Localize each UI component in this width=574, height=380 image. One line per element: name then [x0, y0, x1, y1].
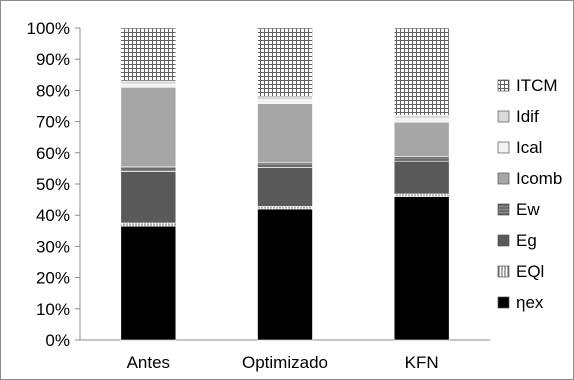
- y-tick-label: 20%: [36, 269, 70, 288]
- y-tick-label: 100%: [27, 19, 70, 38]
- bar-segment-ηex: [393, 196, 450, 341]
- y-tick-label: 50%: [36, 175, 70, 194]
- legend-label: Eg: [516, 231, 537, 250]
- bar-segment-Eg: [257, 167, 313, 207]
- bar-segment-ITCM: [120, 27, 177, 82]
- bar-segment-ηex: [120, 225, 177, 341]
- y-tick-label: 0%: [45, 331, 70, 350]
- y-tick-label: 90%: [36, 50, 70, 69]
- bar-segment-Ew: [120, 166, 177, 172]
- legend-swatch: [497, 110, 510, 123]
- x-category-label: Antes: [127, 353, 170, 372]
- bar-segment-Ical: [257, 99, 313, 104]
- bar-segment-Icomb: [120, 86, 177, 168]
- bar-segment-Idif: [120, 80, 177, 85]
- y-tick-label: 10%: [36, 300, 70, 319]
- chart-legend: ITCM Idif Ical Icomb Ew Eg EQl ηex: [497, 76, 562, 312]
- bar-segment-Ew: [257, 162, 313, 168]
- y-tick-label: 80%: [36, 81, 70, 100]
- bar-segment-Ical: [393, 118, 450, 123]
- bar-segment-ITCM: [257, 27, 313, 97]
- bar-stacks: [120, 27, 450, 341]
- legend-swatch: [497, 296, 510, 309]
- y-tick-label: 30%: [36, 237, 70, 256]
- x-category-label: Optimizado: [242, 353, 328, 372]
- legend-label: Ew: [516, 200, 540, 219]
- x-category-label: KFN: [405, 353, 439, 372]
- bar-segment-ηex: [257, 208, 313, 341]
- x-axis-categories: Antes Optimizado KFN: [127, 353, 439, 372]
- bar-segment-Icomb: [393, 121, 450, 157]
- legend-label: Idif: [516, 107, 539, 126]
- legend-swatch: [497, 265, 510, 278]
- legend-swatch: [497, 203, 510, 216]
- bar-segment-ITCM: [393, 27, 450, 116]
- legend-swatch: [497, 234, 510, 247]
- legend-label: Ical: [516, 138, 542, 157]
- y-axis-ticks: 0% 10% 20% 30% 40% 50% 60% 70% 80% 90% 100%: [27, 19, 80, 350]
- legend-label: Icomb: [516, 169, 562, 188]
- bar-segment-Idif: [257, 96, 313, 101]
- bar-segment-Ical: [120, 83, 177, 88]
- bar-segment-Ew: [393, 156, 450, 162]
- legend-label: ηex: [516, 293, 544, 312]
- legend-label: EQl: [516, 262, 544, 281]
- legend-swatch: [497, 172, 510, 185]
- y-tick-label: 40%: [36, 206, 70, 225]
- bar-segment-Icomb: [257, 103, 313, 164]
- bar-segment-EQl: [120, 222, 177, 227]
- bar-segment-Eg: [393, 160, 450, 195]
- bar-segment-Idif: [393, 115, 450, 119]
- bar-segment-Eg: [120, 171, 177, 224]
- y-tick-label: 70%: [36, 113, 70, 132]
- legend-label: ITCM: [516, 76, 558, 95]
- bar-segment-EQl: [257, 206, 313, 210]
- y-tick-label: 60%: [36, 144, 70, 163]
- legend-swatch: [497, 141, 510, 154]
- legend-swatch: [497, 79, 510, 92]
- bar-segment-EQl: [393, 193, 450, 197]
